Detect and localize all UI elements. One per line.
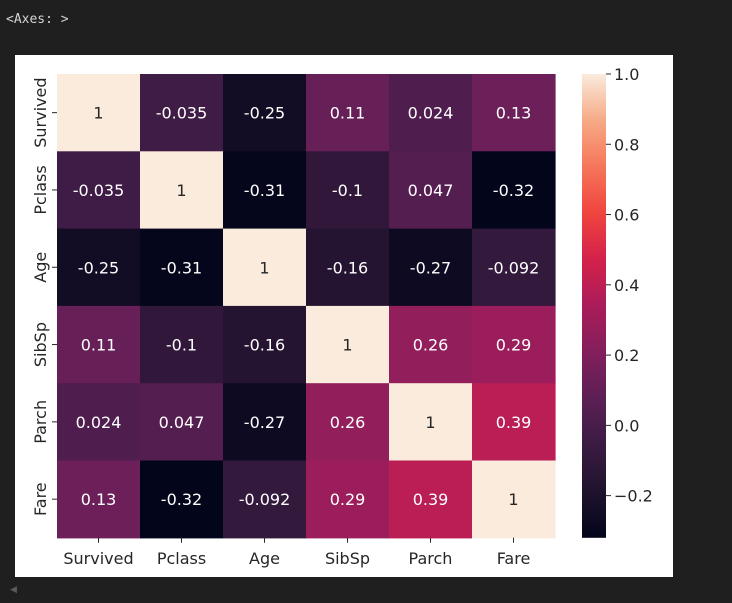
heatmap-cell [223,151,307,230]
heatmap-cell [306,151,390,230]
heatmap-figure: 1 -0.035 -0.25 0.11 0.024 0.13 -0.035 1 -0.31 -0.… [15,55,673,577]
heatmap-cell [472,383,556,462]
colorbar-tick-label: −0.2 [614,487,653,506]
heatmap-cell [140,383,224,462]
heatmap-cell [306,305,390,384]
heatmap-cell [389,74,473,152]
heatmap-cell [57,151,141,230]
heatmap-cell [389,383,473,462]
heatmap-cell [223,305,307,384]
colorbar-tick-label: 0.4 [614,276,639,295]
correlation-heatmap: 1 -0.035 -0.25 0.11 0.024 0.13 -0.035 1 -0.31 -0.… [31,65,653,568]
cell-value-label: -0.035 [156,104,208,123]
heatmap-cell [472,228,556,307]
x-tick-label: Age [249,549,280,568]
cell-value-label: -0.32 [161,490,202,509]
cell-value-label: -0.25 [244,104,285,123]
cell-value-label: -0.1 [166,336,197,355]
y-tick-label: Parch [31,400,50,444]
cell-value-label: 0.024 [76,413,122,432]
heatmap-cell [306,228,390,307]
heatmap-cell [140,460,224,539]
cell-value-label: 0.11 [330,104,366,123]
cell-value-label: 1 [259,258,269,277]
cell-value-label: -0.035 [73,181,125,200]
heatmap-cell [306,74,390,152]
heatmap-cell [57,228,141,307]
cell-value-label: 0.29 [496,336,532,355]
cell-value-label: 0.39 [413,490,449,509]
cell-value-label: 0.39 [496,413,532,432]
cell-value-label: 1 [93,104,103,123]
heatmap-cell [140,228,224,307]
heatmap-cell [57,383,141,462]
heatmap-cell [140,305,224,384]
heatmap-cell [223,228,307,307]
cell-value-label: 0.024 [408,104,454,123]
heatmap-cell [389,228,473,307]
heatmap-cell [472,74,556,152]
heatmap-cell [389,305,473,384]
heatmap-cell [57,305,141,384]
heatmap-cell [223,383,307,462]
cell-value-label: -0.27 [410,258,451,277]
heatmap-cell [389,151,473,230]
colorbar [582,74,606,538]
x-tick-label: Survived [63,549,133,568]
cell-value-label: 0.13 [496,104,532,123]
y-tick-label: Pclass [31,165,50,214]
cell-value-label: -0.25 [78,258,119,277]
y-tick-label: Survived [31,78,50,148]
heatmap-cell [472,151,556,230]
heatmap-cell [140,74,224,152]
cell-value-label: 0.26 [330,413,366,432]
colorbar-tick-label: 1.0 [614,65,639,84]
cell-value-label: -0.092 [239,490,291,509]
x-tick-label: SibSp [325,549,370,568]
cell-value-label: -0.16 [327,258,368,277]
cell-value-label: 0.26 [413,336,449,355]
x-tick-label: Parch [409,549,453,568]
cell-value-label: 1 [342,336,352,355]
scroll-left-arrow-icon[interactable]: ◀ [10,585,17,595]
cell-value-label: -0.27 [244,413,285,432]
colorbar-tick-label: 0.0 [614,416,639,435]
heatmap-cell [57,74,141,152]
heatmap-cell [306,383,390,462]
cell-value-label: -0.31 [161,258,202,277]
cell-value-label: -0.16 [244,336,285,355]
cell-value-label: -0.32 [493,181,534,200]
cell-value-label: 1 [425,413,435,432]
y-tick-label: Fare [31,482,50,516]
colorbar-tick-label: 0.8 [614,135,639,154]
colorbar-tick-label: 0.2 [614,346,639,365]
cell-value-label: -0.1 [332,181,363,200]
cell-value-label: 1 [508,490,518,509]
cell-value-label: 0.047 [408,181,454,200]
cell-value-label: 1 [176,181,186,200]
y-tick-label: Age [31,252,50,283]
cell-value-label: 0.13 [81,490,117,509]
heatmap-cell [472,305,556,384]
cell-output-label: <Axes: > [6,12,69,27]
cell-value-label: 0.11 [81,336,117,355]
heatmap-cell [223,74,307,152]
cell-value-label: 0.29 [330,490,366,509]
cell-value-label: 0.047 [159,413,205,432]
heatmap-cell [57,460,141,539]
heatmap-cell [223,460,307,539]
cell-value-label: -0.31 [244,181,285,200]
heatmap-cell [472,460,556,539]
y-tick-label: SibSp [31,322,50,367]
x-tick-label: Fare [497,549,531,568]
colorbar-tick-label: 0.6 [614,206,639,225]
x-tick-label: Pclass [157,549,206,568]
heatmap-cell [140,151,224,230]
cell-value-label: -0.092 [488,258,540,277]
heatmap-cell [389,460,473,539]
heatmap-cell [306,460,390,539]
